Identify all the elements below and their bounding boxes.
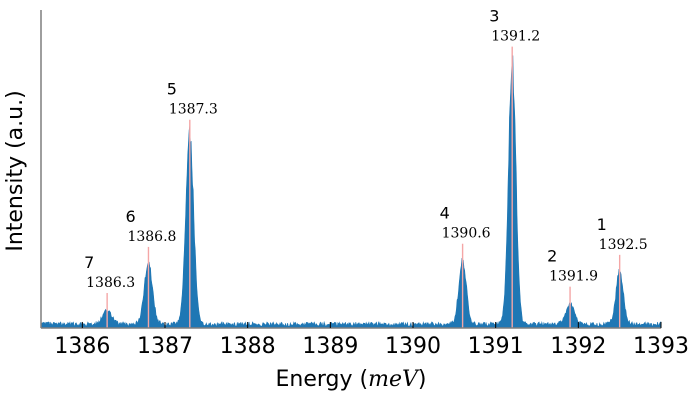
x-tick-label: 1388 bbox=[220, 334, 276, 359]
x-axis-label-open-paren: ( bbox=[353, 367, 369, 392]
peak-annotation-layer: 1386.3 7 1386.8 6 1387.3 5 1390.6 4 1391.2 3 1391.… bbox=[84, 7, 648, 291]
x-tick-label: 1391 bbox=[468, 334, 524, 359]
peak-number-label: 6 bbox=[125, 207, 135, 226]
peak-number-label: 7 bbox=[84, 253, 94, 272]
peak-energy-label: 1386.3 bbox=[86, 275, 135, 291]
peak-energy-label: 1391.9 bbox=[549, 269, 598, 285]
x-tick-label: 1390 bbox=[385, 334, 441, 359]
peak-number-label: 2 bbox=[547, 247, 557, 266]
spectrum-area-layer bbox=[40, 55, 662, 329]
x-axis-label: Energy (meV) bbox=[276, 367, 427, 392]
spectrum-area bbox=[40, 55, 662, 329]
peak-energy-label: 1390.6 bbox=[442, 226, 491, 242]
peak-number-label: 1 bbox=[597, 215, 607, 234]
x-tick-label: 1386 bbox=[54, 334, 110, 359]
peak-energy-label: 1391.2 bbox=[491, 29, 540, 45]
x-tick-label: 1389 bbox=[302, 334, 358, 359]
peak-energy-label: 1386.8 bbox=[127, 229, 176, 245]
x-axis-label-main: Energy bbox=[276, 367, 353, 392]
peak-number-label: 4 bbox=[440, 204, 450, 223]
x-tick-label: 1387 bbox=[137, 334, 193, 359]
peak-energy-label: 1387.3 bbox=[169, 102, 218, 118]
peak-number-label: 3 bbox=[489, 7, 499, 26]
peak-energy-label: 1392.5 bbox=[599, 237, 648, 253]
peak-number-label: 5 bbox=[167, 80, 177, 99]
x-axis-label-unit: meV bbox=[368, 367, 420, 392]
axes-layer bbox=[40, 10, 661, 329]
y-axis-label: Intensity (a.u.) bbox=[3, 90, 28, 251]
x-tick-label: 1393 bbox=[633, 334, 689, 359]
x-tick-layer: 1386 1387 1388 1389 1390 1391 1392 1393 bbox=[54, 322, 689, 359]
x-tick-label: 1392 bbox=[550, 334, 606, 359]
peak-marker-layer bbox=[106, 46, 621, 328]
x-axis-label-close-paren: ) bbox=[418, 367, 427, 392]
